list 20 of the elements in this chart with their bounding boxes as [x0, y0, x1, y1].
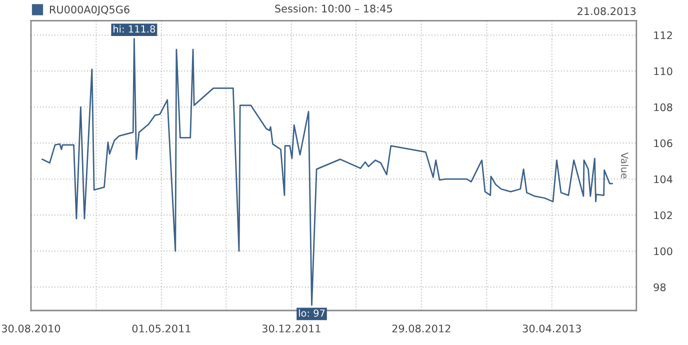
y-tick-label: 110 [654, 67, 672, 76]
annotation: hi: 111.8 [114, 25, 156, 33]
x-tick-label: 30.04.2013 [522, 324, 581, 332]
x-tick-label: 01.05.2011 [132, 324, 190, 332]
line-series [41, 38, 614, 306]
y-axis-title: Value [620, 152, 629, 178]
y-tick-label: 98 [654, 283, 666, 292]
y-tick-label: 100 [654, 247, 672, 256]
legend-label: RU000A0JQ5G6 [50, 6, 130, 16]
x-tick-label: 30.08.2010 [2, 324, 60, 332]
x-tick-label: 30.12.2011 [262, 324, 320, 332]
y-tick-label: 108 [654, 103, 672, 112]
y-tick-label: 104 [654, 175, 672, 184]
y-tick-label: 106 [654, 139, 672, 148]
y-tick-label: 112 [654, 31, 672, 40]
annotation: lo: 97 [298, 309, 325, 317]
chart-title: Session: 10:00 – 18:45 [275, 4, 392, 13]
x-tick-label: 29.08.2012 [392, 324, 450, 332]
y-tick-label: 102 [654, 211, 672, 220]
text: 21.08.2013 [578, 7, 636, 16]
